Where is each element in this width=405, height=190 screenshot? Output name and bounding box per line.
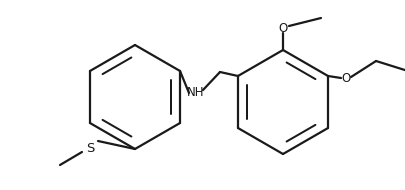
Text: NH: NH	[187, 86, 205, 100]
Text: S: S	[86, 142, 94, 154]
Text: O: O	[278, 21, 288, 35]
Text: O: O	[341, 73, 351, 86]
